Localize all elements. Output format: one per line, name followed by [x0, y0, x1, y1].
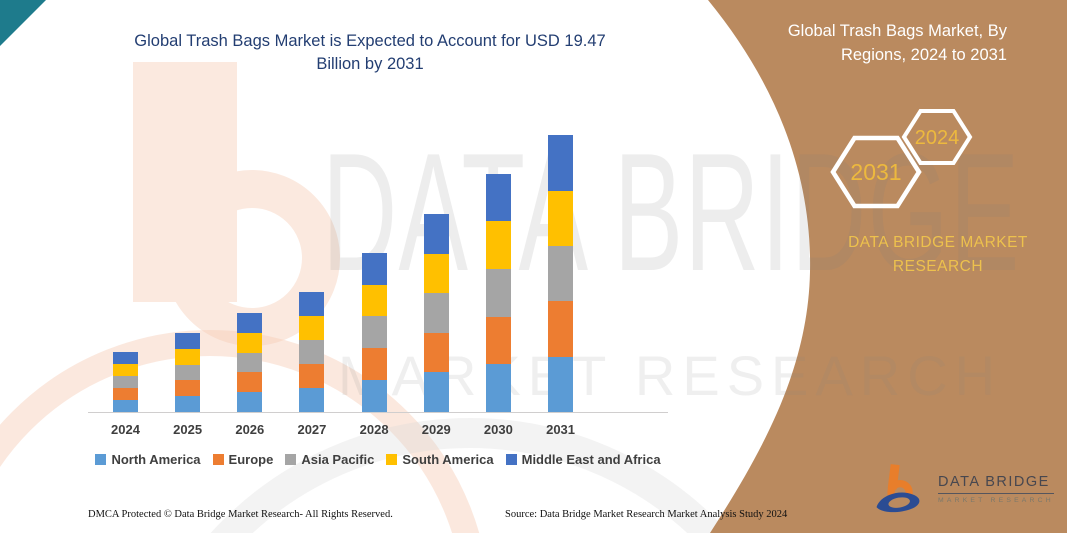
x-axis-label: 2025 — [173, 422, 203, 437]
bar-segment — [485, 316, 511, 365]
legend-swatch — [212, 454, 224, 465]
bar-segment — [113, 400, 138, 412]
legend-item: Europe — [212, 452, 274, 467]
legend-item: Asia Pacific — [285, 452, 374, 467]
year-hexagons: 2024 2031 — [830, 109, 973, 209]
x-axis-label: 2024 — [111, 422, 140, 437]
bar-2028 — [361, 252, 387, 412]
bar-segment — [485, 173, 511, 222]
x-axis-label: 2027 — [297, 422, 327, 437]
corner-triangle-accent — [0, 0, 46, 46]
hexagon-2031-label: 2031 — [850, 159, 901, 185]
bar-segment — [175, 380, 201, 397]
bar-segment — [113, 388, 138, 401]
bar-segment — [113, 376, 138, 389]
x-axis-label: 2030 — [483, 422, 513, 437]
bar-segment — [299, 291, 325, 316]
bar-segment — [175, 348, 201, 365]
bar-segment — [237, 313, 263, 333]
x-axis-label: 2028 — [359, 422, 389, 437]
bar-segment — [548, 356, 574, 412]
x-axis-label: 2029 — [421, 422, 451, 437]
x-axis-label: 2031 — [546, 422, 576, 437]
bar-segment — [361, 252, 387, 285]
bar-segment — [485, 364, 511, 412]
bar-segment — [175, 333, 201, 349]
legend-swatch — [95, 454, 107, 465]
bar-segment — [299, 315, 325, 340]
bar-segment — [423, 372, 449, 412]
bar-segment — [113, 364, 138, 377]
bar-segment — [361, 380, 387, 412]
legend-label: Europe — [228, 452, 274, 467]
bar-segment — [361, 348, 387, 381]
x-axis-label: 2026 — [235, 422, 265, 437]
bar-2030 — [485, 173, 511, 412]
legend-label: South America — [402, 452, 494, 467]
bar-2024 — [113, 352, 138, 412]
bar-segment — [299, 387, 325, 412]
legend-label: Asia Pacific — [301, 452, 375, 467]
legend-label: North America — [111, 452, 201, 467]
logo-texts: DATA BRIDGE MARKET RESEARCH — [938, 474, 1054, 504]
bar-segment — [423, 293, 449, 333]
bar-segment — [548, 135, 574, 191]
logo-d-cutout — [888, 497, 910, 508]
bar-segment — [237, 352, 263, 373]
bar-segment — [548, 190, 574, 246]
bar-segment — [361, 284, 387, 317]
databridge-logo: DATA BRIDGE MARKET RESEARCH — [872, 462, 1054, 516]
bar-segment — [485, 221, 511, 270]
bar-2027 — [299, 291, 325, 412]
bar-2029 — [423, 214, 449, 412]
hexagon-2024-label: 2024 — [915, 127, 960, 149]
bar-segment — [113, 352, 138, 365]
bar-segment — [237, 392, 263, 412]
bar-2031 — [548, 135, 574, 412]
legend-swatch — [505, 454, 517, 465]
chart-title: Global Trash Bags Market is Expected to … — [60, 30, 680, 76]
source-text: Source: Data Bridge Market Research Mark… — [505, 509, 788, 520]
legend-swatch — [386, 454, 398, 465]
bar-segment — [485, 269, 511, 317]
chart-title-line1: Global Trash Bags Market is Expected to … — [134, 32, 606, 50]
bar-segment — [423, 214, 449, 254]
logo-name: DATA BRIDGE — [938, 474, 1054, 494]
x-axis-labels: 2024 2025 2026 2027 2028 2029 2030 2031 — [88, 422, 668, 440]
bar-segment — [548, 301, 574, 357]
bar-segment — [237, 332, 263, 353]
bar-segment — [237, 372, 263, 393]
copyright-text: DMCA Protected © Data Bridge Market Rese… — [88, 509, 393, 520]
panel-title: Global Trash Bags Market, By Regions, 20… — [787, 22, 1007, 64]
bar-segment — [299, 363, 325, 388]
side-panel-shape — [708, 0, 1067, 533]
legend-item: North America — [95, 452, 201, 467]
bar-segment — [423, 332, 449, 373]
bar-segment — [548, 245, 574, 302]
legend-swatch — [285, 454, 297, 465]
databridge-logo-icon — [876, 464, 920, 513]
legend-item: South America — [386, 452, 494, 467]
bar-segment — [175, 364, 201, 381]
bar-segment — [175, 396, 201, 412]
bar-segment — [361, 316, 387, 349]
brand-text: DATA BRIDGE MARKET RESEARCH — [848, 234, 1028, 276]
bar-segment — [299, 339, 325, 364]
legend-item: Middle East and Africa — [505, 452, 661, 467]
logo-subtitle: MARKET RESEARCH — [938, 497, 1054, 504]
hexagon-2024 — [901, 109, 973, 165]
chart-title-line2: Billion by 2031 — [316, 54, 424, 73]
legend-label: Middle East and Africa — [521, 452, 661, 467]
bar-2026 — [237, 313, 263, 412]
legend: North America Europe Asia Pacific South Ame… — [84, 452, 672, 467]
plot-area — [88, 118, 668, 413]
bar-2025 — [175, 333, 201, 412]
hexagon-2031 — [830, 135, 922, 209]
bar-segment — [423, 253, 449, 294]
